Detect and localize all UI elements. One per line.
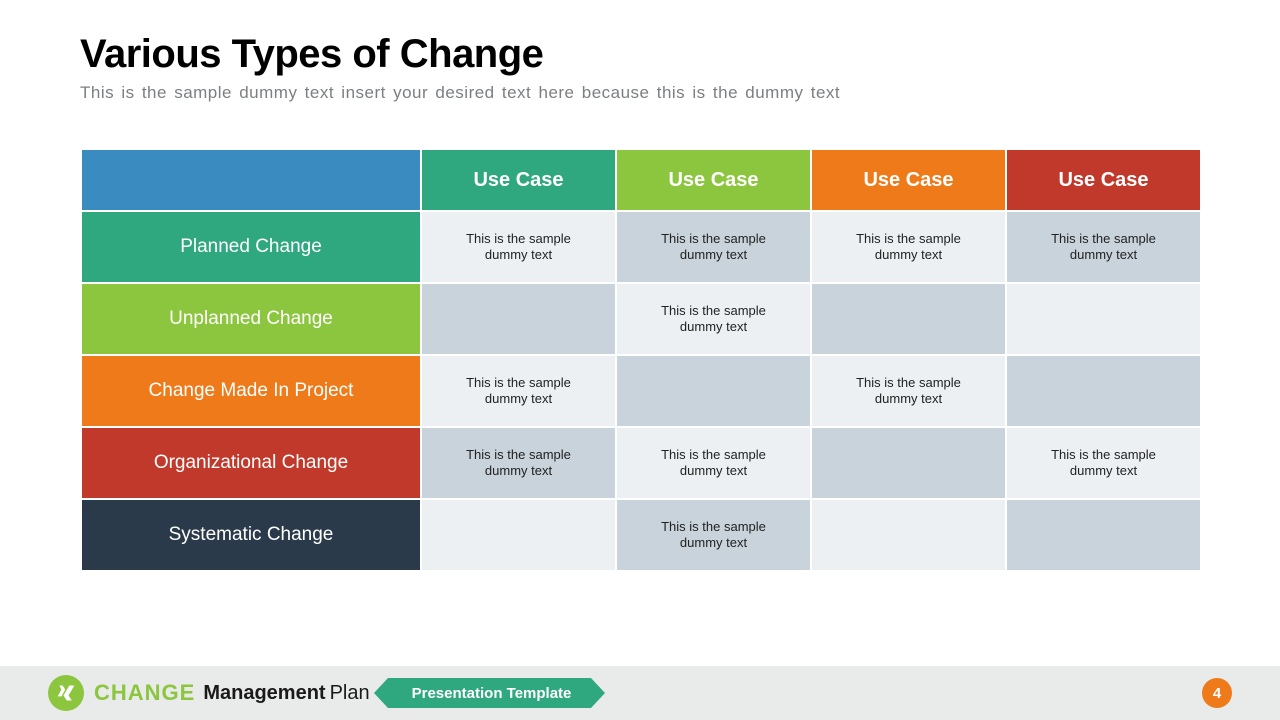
table-row: Change Made In ProjectThis is the sample… bbox=[81, 355, 1201, 427]
column-header: Use Case bbox=[616, 149, 811, 211]
table-cell: This is the sampledummy text bbox=[811, 211, 1006, 283]
column-header: Use Case bbox=[1006, 149, 1201, 211]
table-cell bbox=[1006, 499, 1201, 571]
footer-brand: CHANGE bbox=[94, 680, 195, 706]
column-header: Use Case bbox=[811, 149, 1006, 211]
title-block: Various Types of Change This is the samp… bbox=[80, 32, 1200, 103]
row-header: Organizational Change bbox=[81, 427, 421, 499]
change-types-table: Use CaseUse CaseUse CaseUse Case Planned… bbox=[80, 148, 1200, 572]
slide-title: Various Types of Change bbox=[80, 32, 1200, 77]
table-cell: This is the sampledummy text bbox=[421, 355, 616, 427]
slide: Various Types of Change This is the samp… bbox=[0, 0, 1280, 720]
table-cell bbox=[421, 283, 616, 355]
footer: CHANGE Management Plan Presentation Temp… bbox=[0, 666, 1280, 720]
table-cell: This is the sampledummy text bbox=[616, 499, 811, 571]
page-number-badge: 4 bbox=[1202, 678, 1232, 708]
logo-icon bbox=[48, 675, 84, 711]
table-cell: This is the sampledummy text bbox=[616, 211, 811, 283]
footer-sub-bold: Management bbox=[203, 682, 325, 705]
row-header: Planned Change bbox=[81, 211, 421, 283]
table-cell: This is the sampledummy text bbox=[421, 211, 616, 283]
table-cell bbox=[811, 283, 1006, 355]
slide-subtitle: This is the sample dummy text insert you… bbox=[80, 83, 1200, 103]
table-row: Systematic Change This is the sampledummy… bbox=[81, 499, 1201, 571]
table-cell bbox=[1006, 283, 1201, 355]
table-cell: This is the sampledummy text bbox=[811, 355, 1006, 427]
table-cell bbox=[811, 427, 1006, 499]
column-header: Use Case bbox=[421, 149, 616, 211]
table-cell bbox=[616, 355, 811, 427]
table-row: Unplanned Change This is the sampledummy … bbox=[81, 283, 1201, 355]
table-row: Planned ChangeThis is the sampledummy te… bbox=[81, 211, 1201, 283]
table-cell bbox=[811, 499, 1006, 571]
table-row: Organizational ChangeThis is the sampled… bbox=[81, 427, 1201, 499]
page-number: 4 bbox=[1213, 685, 1221, 702]
table-cell: This is the sampledummy text bbox=[421, 427, 616, 499]
table-cell bbox=[421, 499, 616, 571]
row-header: Systematic Change bbox=[81, 499, 421, 571]
row-header: Unplanned Change bbox=[81, 283, 421, 355]
table-cell: This is the sampledummy text bbox=[616, 427, 811, 499]
footer-ribbon: Presentation Template bbox=[388, 678, 592, 708]
table-cell: This is the sampledummy text bbox=[616, 283, 811, 355]
footer-sub-light: Plan bbox=[330, 682, 370, 705]
table-cell: This is the sampledummy text bbox=[1006, 211, 1201, 283]
table-cell bbox=[1006, 355, 1201, 427]
footer-ribbon-label: Presentation Template bbox=[412, 685, 572, 702]
row-header: Change Made In Project bbox=[81, 355, 421, 427]
table-cell: This is the sampledummy text bbox=[1006, 427, 1201, 499]
table-corner-cell bbox=[81, 149, 421, 211]
table: Use CaseUse CaseUse CaseUse Case Planned… bbox=[80, 148, 1202, 572]
